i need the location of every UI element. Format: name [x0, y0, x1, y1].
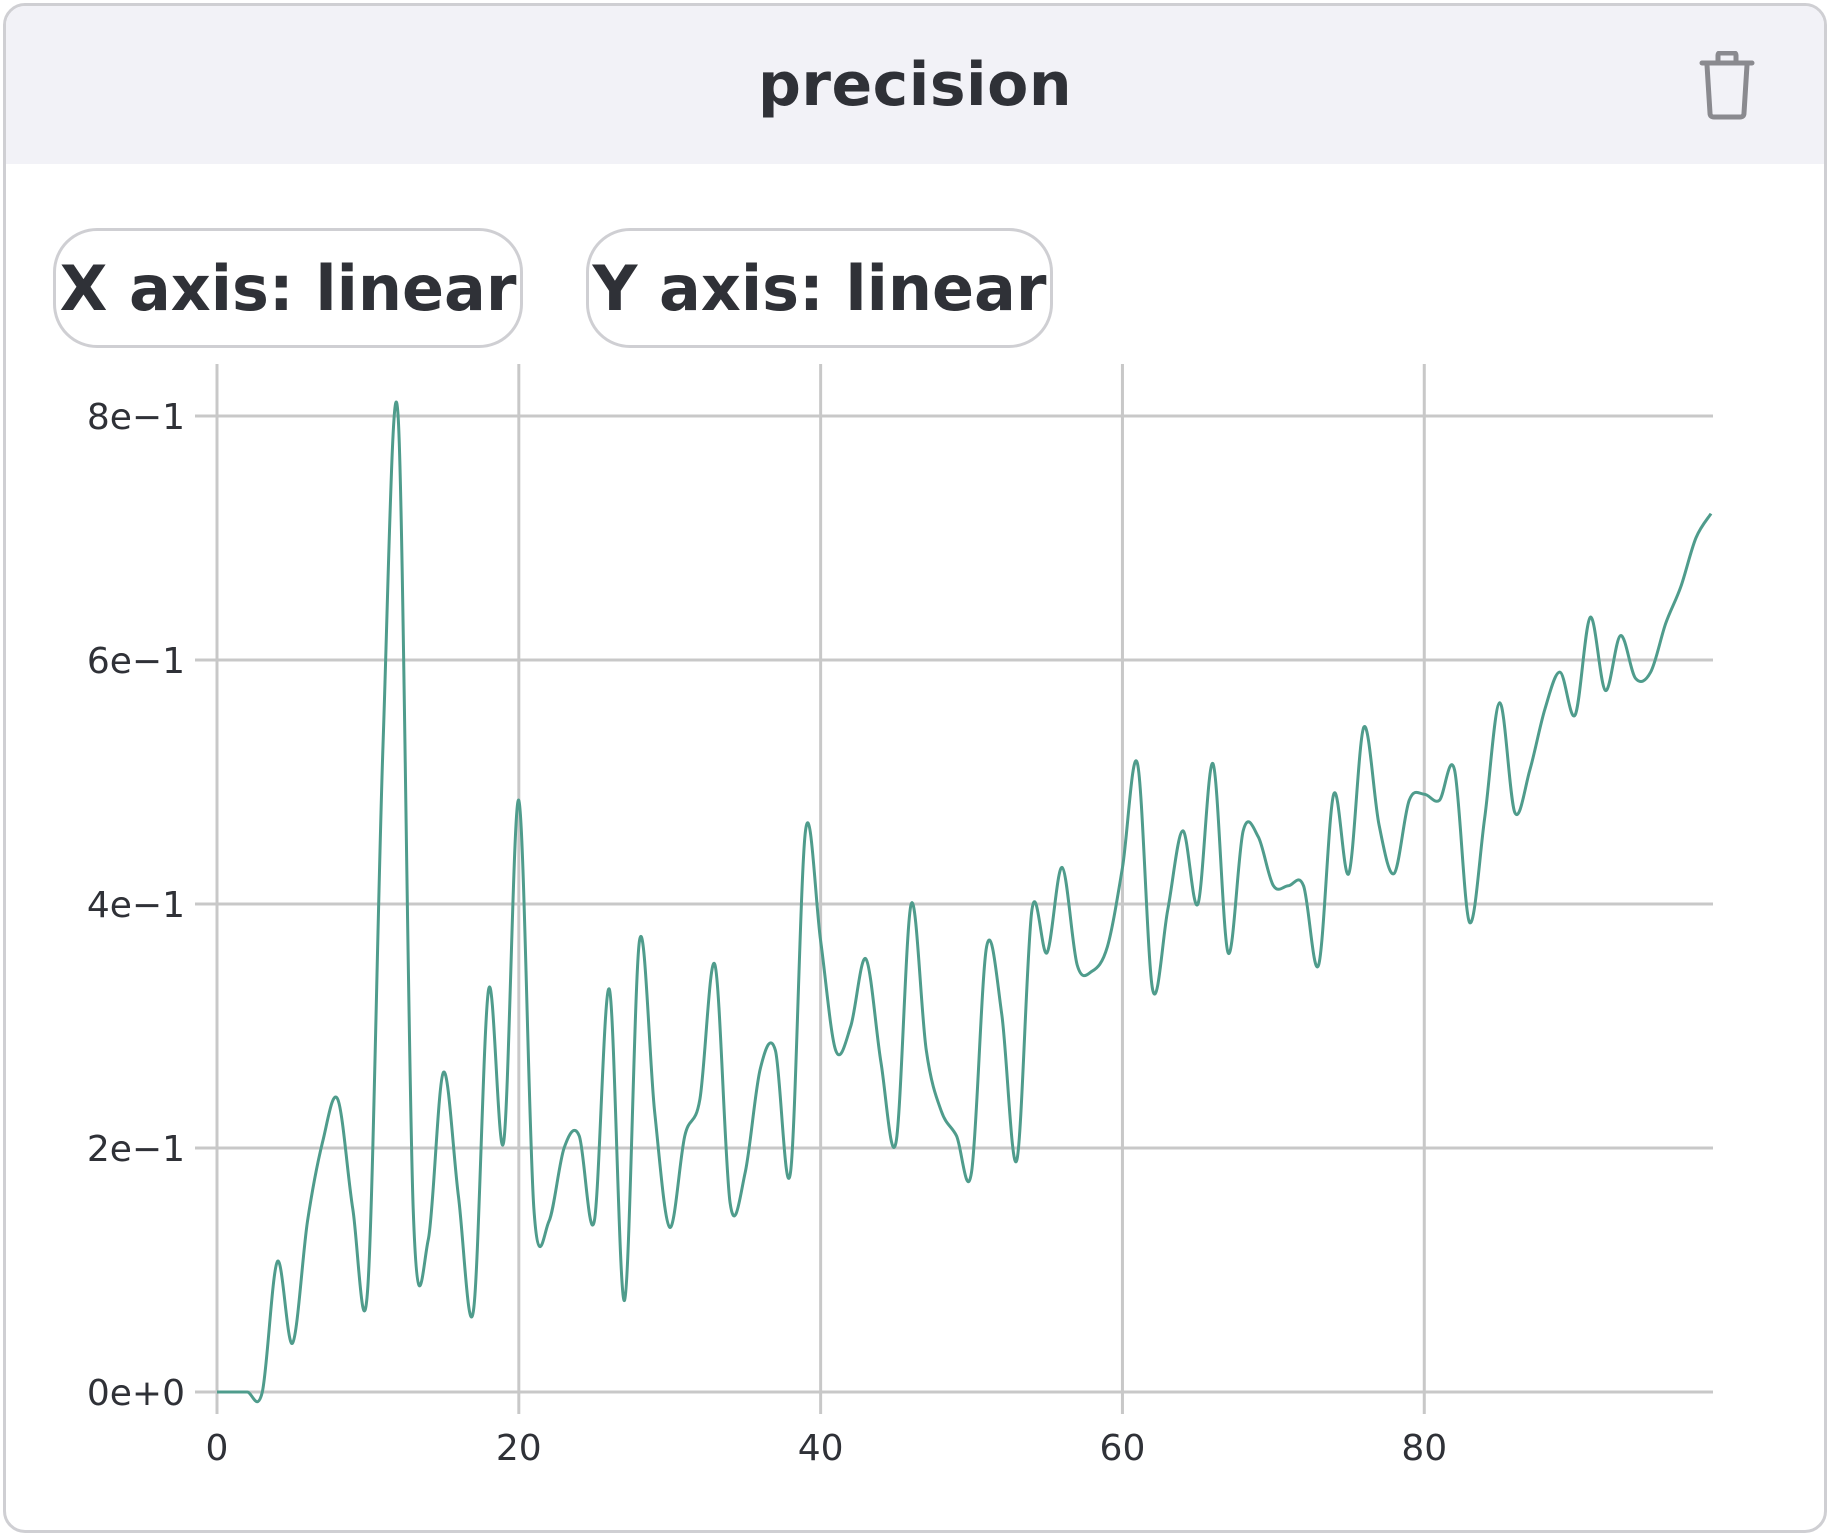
x-tick-label: 80: [1401, 1428, 1447, 1469]
x-tick-label: 40: [798, 1428, 844, 1469]
y-tick-label: 0e+0: [87, 1373, 185, 1414]
y-axis-scale-button[interactable]: Y axis: linear: [586, 228, 1053, 348]
x-axis-scale-button[interactable]: X axis: linear: [53, 228, 523, 348]
chart-panel: precision X axis: linear Y axis: linear …: [3, 3, 1827, 1533]
y-tick-label: 8e−1: [87, 397, 185, 438]
line-chart: 0e+0 2e−1 4e−1 6e−1 8e−1 0 20 40 60 80: [87, 364, 1713, 1469]
panel-header: precision: [6, 6, 1824, 164]
y-tick-label: 2e−1: [87, 1129, 185, 1170]
panel-title: precision: [757, 50, 1073, 120]
trash-icon[interactable]: [1696, 50, 1758, 121]
series-line: [216, 400, 1713, 1404]
x-tick-label: 20: [496, 1428, 542, 1469]
x-tick-label: 60: [1100, 1428, 1146, 1469]
y-tick-label: 6e−1: [87, 641, 185, 682]
x-tick-label: 0: [206, 1428, 229, 1469]
y-tick-label: 4e−1: [87, 885, 185, 926]
